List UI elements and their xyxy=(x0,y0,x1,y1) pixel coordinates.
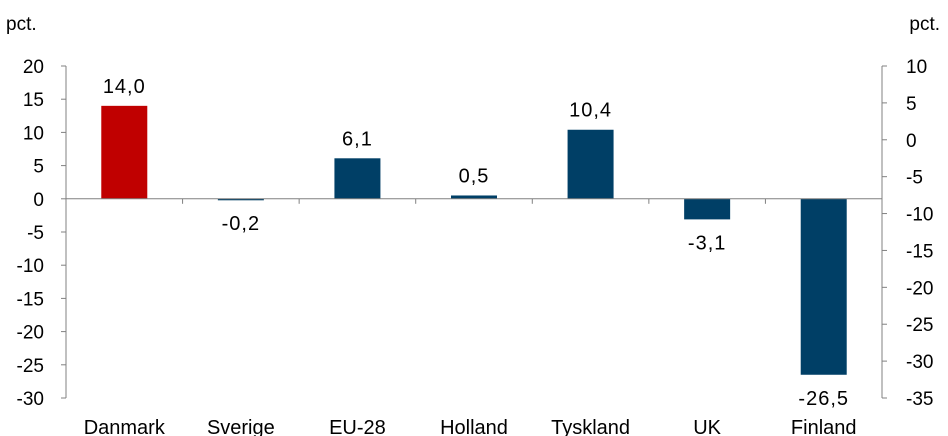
right-axis-tick-label: 10 xyxy=(906,57,927,78)
left-axis-tick-label: -25 xyxy=(17,356,44,377)
category-label: Holland xyxy=(440,417,508,436)
data-label: -26,5 xyxy=(798,388,849,410)
left-axis-tick-label: 20 xyxy=(23,57,44,78)
right-axis-tick-label: 0 xyxy=(906,131,917,152)
bar xyxy=(217,198,264,201)
right-axis-tick-label: -25 xyxy=(906,315,933,336)
category-label: Danmark xyxy=(84,417,166,436)
left-axis: 20 15 10 5 0 -5 -10 -15 -20 -25 -30 xyxy=(17,57,44,410)
data-label: -3,1 xyxy=(688,232,726,254)
bar xyxy=(800,198,847,375)
data-label: -0,2 xyxy=(222,213,260,235)
left-axis-tick-label: 5 xyxy=(33,157,44,178)
right-axis: 10 5 0 -5 -10 -15 -20 -25 -30 -35 xyxy=(882,57,933,410)
category-label: UK xyxy=(693,417,721,436)
left-axis-tick-label: -5 xyxy=(27,223,44,244)
data-label: 10,4 xyxy=(569,100,612,122)
data-label: 6,1 xyxy=(342,128,373,150)
right-axis-tick-label: -5 xyxy=(906,168,923,189)
right-axis-tick-label: -35 xyxy=(906,389,933,410)
left-axis-tick-label: -10 xyxy=(17,256,44,277)
bar-series xyxy=(101,105,847,375)
category-label: EU-28 xyxy=(329,417,386,436)
left-axis-tick-label: 0 xyxy=(33,190,44,211)
left-axis-tick-label: -15 xyxy=(17,289,44,310)
left-axis-tick-label: -30 xyxy=(17,389,44,410)
category-label: Sverige xyxy=(207,417,275,436)
category-label: Tyskland xyxy=(551,417,630,436)
left-axis-tick-label: -20 xyxy=(17,323,44,344)
bar xyxy=(334,158,381,199)
right-axis-tick-label: 5 xyxy=(906,94,917,115)
bar xyxy=(567,129,614,199)
data-labels: 14,0 -0,2 6,1 0,5 10,4 -3,1 -26,5 xyxy=(103,76,849,410)
right-axis-tick-label: -10 xyxy=(906,205,933,226)
right-axis-unit-label: pct. xyxy=(909,14,940,35)
category-label: Finland xyxy=(791,417,857,436)
bar xyxy=(101,105,148,199)
bar xyxy=(684,198,731,220)
right-axis-tick-label: -20 xyxy=(906,278,933,299)
data-label: 14,0 xyxy=(103,76,146,98)
left-axis-tick-label: 10 xyxy=(23,123,44,144)
bar xyxy=(451,195,497,199)
right-axis-tick-label: -30 xyxy=(906,352,933,373)
right-axis-tick-label: -15 xyxy=(906,241,933,262)
category-labels: Danmark Sverige EU-28 Holland Tyskland UK Finl… xyxy=(84,417,857,436)
axis-lines xyxy=(61,65,883,399)
left-axis-unit-label: pct. xyxy=(6,14,37,35)
data-label: 0,5 xyxy=(459,165,490,187)
left-axis-tick-label: 15 xyxy=(23,90,44,111)
